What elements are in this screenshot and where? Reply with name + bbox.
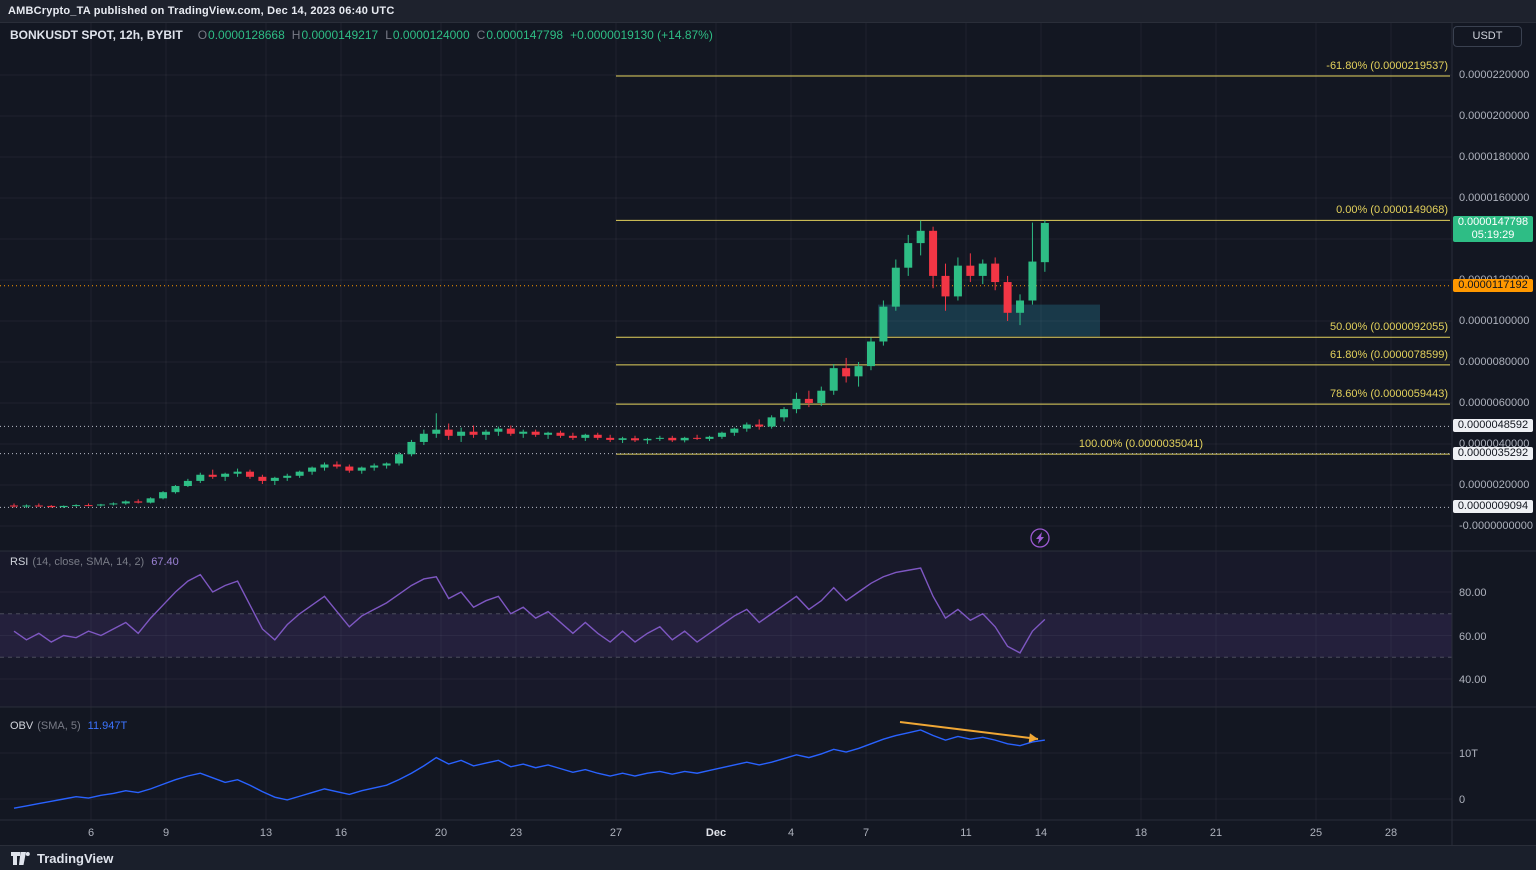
obv-arrow-head <box>1028 733 1038 743</box>
obv-line <box>13 729 1045 809</box>
close-value: 0.0000147798 <box>486 28 564 42</box>
rsi-band <box>0 613 1452 658</box>
attribution-bar: AMBCrypto_TA published on TradingView.co… <box>0 0 1536 23</box>
high-label: H <box>291 28 301 42</box>
low-label: L <box>385 28 392 42</box>
obv-value: 11.947T <box>87 720 128 732</box>
rsi-title[interactable]: RSI <box>10 556 29 568</box>
obv-legend: OBV (SMA, 5) 11.947T <box>10 720 127 732</box>
open-value: 0.0000128668 <box>208 28 285 42</box>
attribution-text: AMBCrypto_TA published on TradingView.co… <box>8 5 395 17</box>
obv-trend-arrow[interactable] <box>899 721 1039 740</box>
rsi-pane-bg <box>0 551 1452 707</box>
open-label: O <box>197 28 208 42</box>
grid-lines <box>0 22 1452 820</box>
obv-params: (SMA, 5) <box>37 720 81 732</box>
currency-toggle-button[interactable]: USDT <box>1453 26 1522 47</box>
demand-zone-box[interactable] <box>878 304 1100 337</box>
rsi-legend: RSI (14, close, SMA, 14, 2) 67.40 <box>10 556 179 568</box>
pane-separators <box>0 22 1536 845</box>
high-value: 0.0000149217 <box>301 28 379 42</box>
obv-title[interactable]: OBV <box>10 720 34 732</box>
symbol-legend: BONKUSDT SPOT, 12h, BYBIT O0.0000128668 H0… <box>10 28 713 42</box>
low-value: 0.0000124000 <box>392 28 470 42</box>
fib-retracement-lines[interactable] <box>616 75 1450 455</box>
symbol-title[interactable]: BONKUSDT SPOT, 12h, BYBIT <box>10 28 183 42</box>
candlestick-series <box>10 220 1049 508</box>
flash-event-marker-icon[interactable] <box>1030 528 1050 548</box>
tradingview-logo-icon[interactable] <box>10 851 31 866</box>
close-label: C <box>476 28 486 42</box>
rsi-value: 67.40 <box>151 556 179 568</box>
tradingview-brand[interactable]: TradingView <box>37 851 114 866</box>
rsi-line <box>13 567 1046 654</box>
change-value: +0.0000019130 (+14.87%) <box>570 28 713 42</box>
footer-bar: TradingView <box>0 845 1536 870</box>
rsi-params: (14, close, SMA, 14, 2) <box>32 556 145 568</box>
